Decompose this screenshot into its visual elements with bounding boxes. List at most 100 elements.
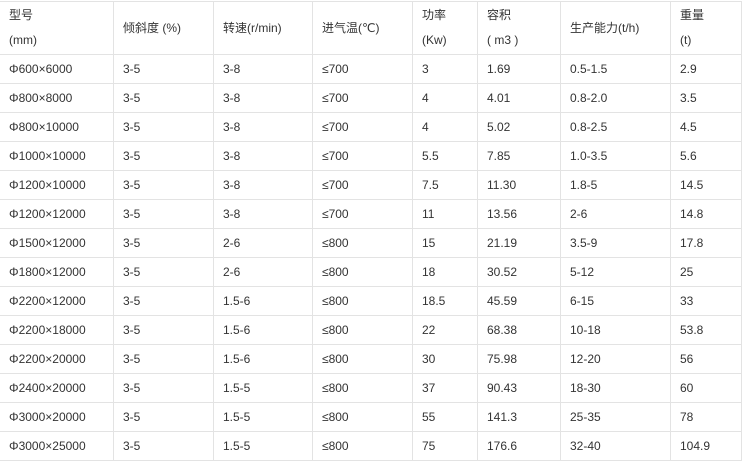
table-cell: 17.8	[670, 228, 742, 258]
table-cell: 3-8	[213, 112, 313, 142]
table-cell: 90.43	[477, 373, 561, 403]
table-cell: 68.38	[477, 315, 561, 345]
header-unit: (mm)	[9, 33, 37, 47]
table-cell: Φ800×8000	[0, 83, 114, 113]
table-cell: 30	[412, 344, 478, 374]
table-cell: Φ2200×20000	[0, 344, 114, 374]
table-cell: 3-8	[213, 141, 313, 171]
table-cell: 7.5	[412, 170, 478, 200]
table-cell: 45.59	[477, 286, 561, 316]
table-cell: 5-12	[560, 257, 671, 287]
header-label: 功率	[422, 8, 447, 22]
table-cell: ≤800	[312, 402, 413, 432]
header-label: 生产能力(t/h)	[570, 20, 640, 35]
table-row: Φ1000×10000 3-5 3-8 ≤700 5.5 7.85 1.0-3.5 5.6	[0, 141, 742, 171]
table-cell: Φ800×10000	[0, 112, 114, 142]
header-label: 容积	[487, 8, 512, 22]
table-cell: 1.5-5	[213, 402, 313, 432]
table-cell: 78	[670, 402, 742, 432]
table-cell: 5.6	[670, 141, 742, 171]
table-cell: 3-5	[113, 286, 214, 316]
table-cell: Φ2400×20000	[0, 373, 114, 403]
table-cell: 75.98	[477, 344, 561, 374]
table-cell: 3.5	[670, 83, 742, 113]
table-cell: 3-5	[113, 373, 214, 403]
table-cell: 10-18	[560, 315, 671, 345]
header-label: 型号	[9, 8, 34, 22]
table-cell: 2-6	[213, 228, 313, 258]
table-cell: 3.5-9	[560, 228, 671, 258]
table-cell: 56	[670, 344, 742, 374]
table-cell: 3-5	[113, 344, 214, 374]
table-cell: ≤700	[312, 141, 413, 171]
table-cell: 37	[412, 373, 478, 403]
table-cell: 1.69	[477, 54, 561, 84]
table-cell: 104.9	[670, 431, 742, 461]
table-cell: 3-5	[113, 315, 214, 345]
header-label: 转速(r/min)	[223, 20, 282, 35]
table-cell: 3-5	[113, 170, 214, 200]
table-row: Φ2200×20000 3-5 1.5-6 ≤800 30 75.98 12-20 56	[0, 344, 742, 374]
header-cell: 进气温(℃)	[312, 1, 413, 55]
table-row: Φ800×10000 3-5 3-8 ≤700 4 5.02 0.8-2.5 4.5	[0, 112, 742, 142]
header-unit: (t)	[680, 33, 692, 47]
table-cell: 2.9	[670, 54, 742, 84]
header-cell: 生产能力(t/h)	[560, 1, 671, 55]
table-cell: ≤800	[312, 344, 413, 374]
table-cell: 1.8-5	[560, 170, 671, 200]
table-cell: 3-5	[113, 141, 214, 171]
table-cell: 11	[412, 199, 478, 229]
header-cell: 型号 (mm)	[0, 1, 114, 55]
table-cell: 0.8-2.5	[560, 112, 671, 142]
table-cell: 3-5	[113, 83, 214, 113]
table-cell: 3-8	[213, 199, 313, 229]
table-cell: 3-5	[113, 112, 214, 142]
table-cell: 12-20	[560, 344, 671, 374]
table-cell: ≤800	[312, 257, 413, 287]
table-cell: 21.19	[477, 228, 561, 258]
header-row: 型号 (mm) 倾斜度 (%) 转速(r/min) 进气温(℃) 功率 (Kw) 容积 ( m3…	[0, 1, 742, 55]
table-cell: 5.5	[412, 141, 478, 171]
header-cell: 重量 (t)	[670, 1, 742, 55]
table-cell: ≤700	[312, 112, 413, 142]
table-cell: 22	[412, 315, 478, 345]
table-cell: 3-5	[113, 257, 214, 287]
table-row: Φ1500×12000 3-5 2-6 ≤800 15 21.19 3.5-9 17.8	[0, 228, 742, 258]
table-cell: 1.5-5	[213, 373, 313, 403]
table-row: Φ600×6000 3-5 3-8 ≤700 3 1.69 0.5-1.5 2.9	[0, 54, 742, 84]
table-row: Φ800×8000 3-5 3-8 ≤700 4 4.01 0.8-2.0 3.5	[0, 83, 742, 113]
table-cell: 5.02	[477, 112, 561, 142]
table-cell: 7.85	[477, 141, 561, 171]
table-cell: ≤700	[312, 83, 413, 113]
table-cell: ≤800	[312, 431, 413, 461]
table-cell: 3-5	[113, 199, 214, 229]
table-cell: Φ3000×25000	[0, 431, 114, 461]
table-cell: 4	[412, 83, 478, 113]
table-cell: 3-5	[113, 402, 214, 432]
table-row: Φ3000×25000 3-5 1.5-5 ≤800 75 176.6 32-40 104.9	[0, 431, 742, 461]
table-cell: Φ2200×18000	[0, 315, 114, 345]
table-cell: 1.0-3.5	[560, 141, 671, 171]
header-cell: 转速(r/min)	[213, 1, 313, 55]
table-cell: Φ600×6000	[0, 54, 114, 84]
table-row: Φ1800×12000 3-5 2-6 ≤800 18 30.52 5-12 25	[0, 257, 742, 287]
table-cell: 4.5	[670, 112, 742, 142]
table-row: Φ2400×20000 3-5 1.5-5 ≤800 37 90.43 18-30 60	[0, 373, 742, 403]
table-cell: Φ1200×10000	[0, 170, 114, 200]
table-cell: 6-15	[560, 286, 671, 316]
header-label: 重量	[680, 8, 705, 22]
table-cell: 176.6	[477, 431, 561, 461]
table-cell: 11.30	[477, 170, 561, 200]
table-cell: 1.5-5	[213, 431, 313, 461]
table-cell: 1.5-6	[213, 286, 313, 316]
table-cell: ≤800	[312, 286, 413, 316]
table-cell: 0.8-2.0	[560, 83, 671, 113]
table-cell: ≤700	[312, 199, 413, 229]
table-cell: ≤800	[312, 315, 413, 345]
header-unit: ( m3 )	[487, 33, 519, 47]
table-cell: 3-8	[213, 170, 313, 200]
table-cell: 14.5	[670, 170, 742, 200]
table-cell: Φ1000×10000	[0, 141, 114, 171]
table-row: Φ2200×12000 3-5 1.5-6 ≤800 18.5 45.59 6-15 33	[0, 286, 742, 316]
